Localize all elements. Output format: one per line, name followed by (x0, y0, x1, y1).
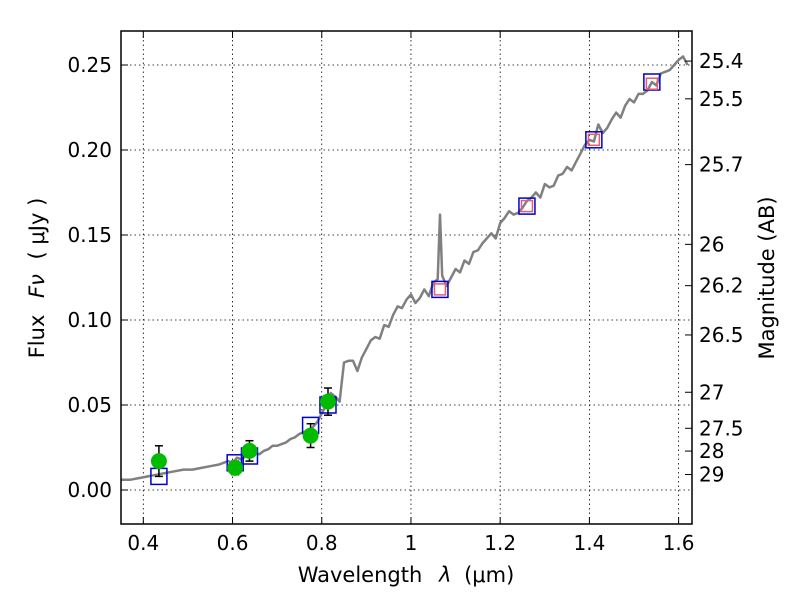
y-axis-label-unit: ( μJy ) (25, 198, 49, 260)
y-tick-label: 0.00 (67, 478, 112, 502)
y-tick-label: 0.05 (67, 393, 112, 417)
y-axis-label: Flux Fν ( μJy ) (25, 198, 49, 359)
y2-axis-label: Magnitude (AB) (755, 196, 779, 359)
y-tick-label: 0.20 (67, 138, 112, 162)
x-tick-label: 1 (405, 531, 418, 555)
mag-tick-label: 25.4 (699, 49, 744, 73)
observed-square (520, 199, 534, 213)
x-tick-label: 0.4 (127, 531, 159, 555)
mag-tick-label: 27.5 (699, 416, 744, 440)
markers-layer (150, 73, 661, 486)
observed-point (227, 459, 244, 476)
x-tick-label: 0.8 (306, 531, 338, 555)
y-axis-label-text: Flux (25, 315, 49, 359)
ticks: 0.4 0.6 0.8 1 1.2 1.4 1.6 0.00 0.05 0.10 0.15 0.20 0… (67, 31, 744, 555)
plot-frame (120, 30, 693, 525)
y-tick-label: 0.15 (67, 223, 112, 247)
model-square (518, 197, 536, 215)
observed-square (433, 283, 447, 296)
mag-tick-label: 26.2 (699, 274, 744, 298)
x-tick-label: 1.4 (573, 531, 605, 555)
observed-point (241, 442, 258, 459)
mag-tick-label: 25.5 (699, 87, 744, 111)
mag-tick-label: 25.7 (699, 153, 744, 177)
x-axis-label: Wavelength λ (μm) (298, 563, 515, 587)
spectrum-layer (121, 55, 689, 482)
mag-tick-label: 27 (699, 380, 724, 404)
y-tick-label: 0.10 (67, 308, 112, 332)
y-tick-label: 0.25 (67, 53, 112, 77)
mag-tick-label: 29 (699, 463, 724, 487)
x-tick-label: 0.6 (217, 531, 249, 555)
mag-tick-label: 28 (699, 439, 724, 463)
model-square (585, 131, 603, 149)
model-square (431, 280, 449, 299)
observed-square (587, 133, 601, 147)
observed-point (319, 393, 336, 410)
model-square (643, 73, 661, 91)
observed-point (150, 453, 167, 470)
spectrum-line (121, 55, 689, 482)
x-axis-label-text: Wavelength (298, 563, 423, 587)
y-axis-label-symbol: Fν (25, 274, 49, 298)
x-tick-label: 1.2 (484, 531, 516, 555)
x-tick-label: 1.6 (663, 531, 695, 555)
mag-tick-label: 26.5 (699, 323, 744, 347)
mag-tick-label: 26 (699, 232, 724, 256)
x-axis-label-unit: (μm) (464, 563, 514, 587)
observed-point (302, 427, 319, 444)
observed-square (645, 77, 659, 90)
x-axis-label-symbol: λ (438, 563, 451, 587)
grid (121, 31, 692, 524)
